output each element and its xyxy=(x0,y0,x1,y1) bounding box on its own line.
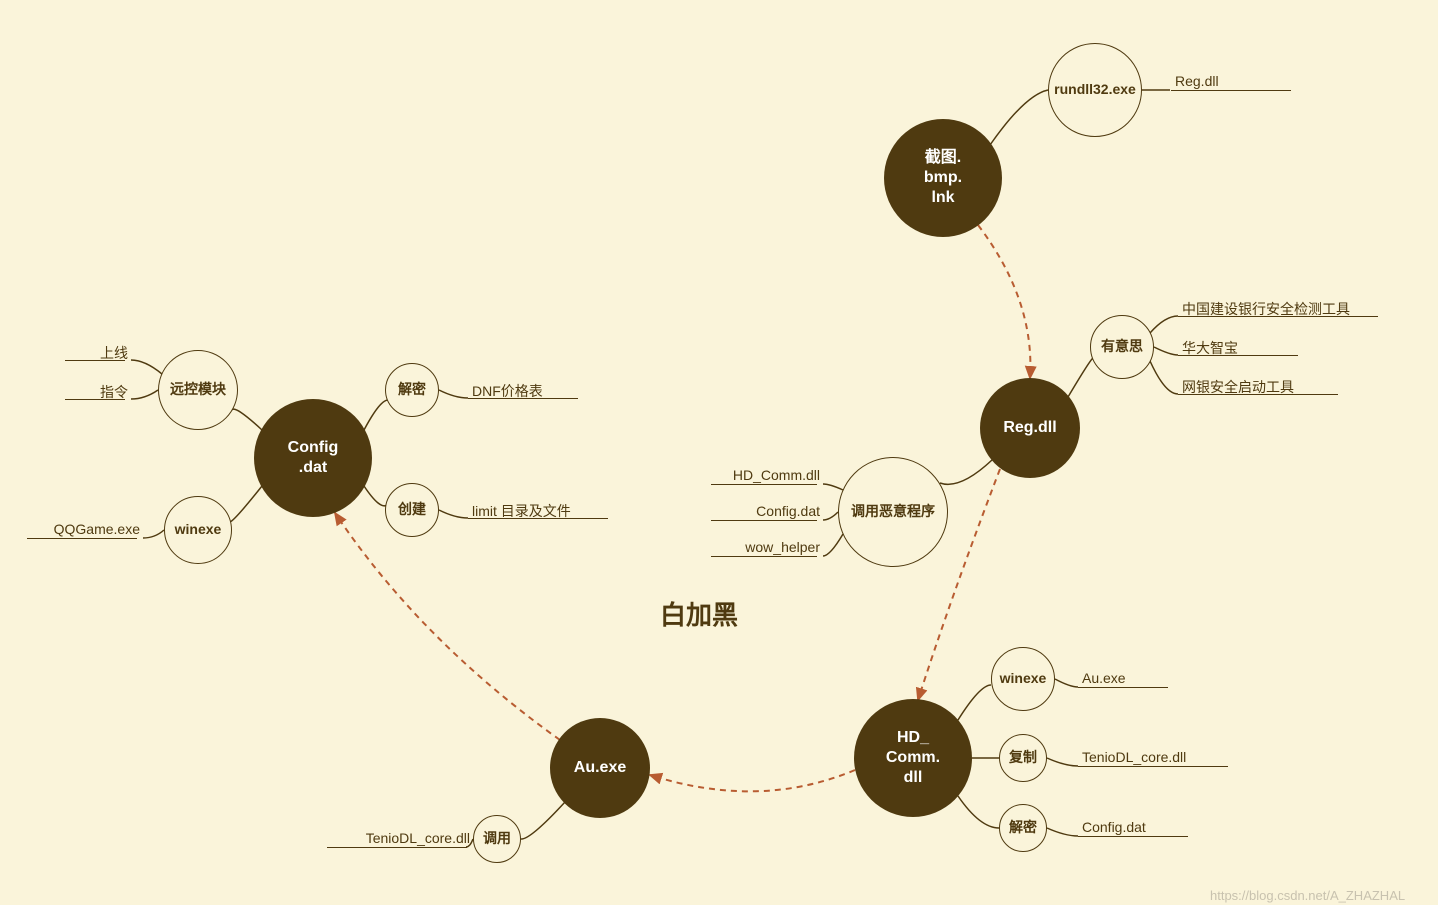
leaf-underline xyxy=(468,518,608,519)
connector xyxy=(439,390,468,398)
connector xyxy=(364,486,387,506)
node-rundll32[interactable]: rundll32.exe xyxy=(1048,43,1142,137)
node-youyisi[interactable]: 有意思 xyxy=(1090,315,1154,379)
connector xyxy=(940,460,992,484)
leaf-l_teniodl2: TenioDL_core.dll xyxy=(330,830,470,846)
leaf-underline xyxy=(711,556,817,557)
watermark: https://blog.csdn.net/A_ZHAZHAL xyxy=(1210,888,1405,903)
leaf-l_auexe: Au.exe xyxy=(1082,670,1126,686)
leaf-l_configdat: Config.dat xyxy=(714,503,820,519)
connector xyxy=(1047,758,1078,766)
node-label: 解密 xyxy=(1009,819,1037,837)
node-hdcomm[interactable]: HD_ Comm. dll xyxy=(854,699,972,817)
node-label: 远控模块 xyxy=(170,381,226,399)
connector xyxy=(958,685,991,720)
node-label: 解密 xyxy=(398,381,426,399)
node-label: HD_ Comm. dll xyxy=(886,728,940,788)
connector xyxy=(439,510,468,518)
connector xyxy=(1150,361,1178,394)
connector xyxy=(990,90,1048,145)
connector xyxy=(823,534,843,556)
connector xyxy=(131,360,162,374)
node-regdll[interactable]: Reg.dll xyxy=(980,378,1080,478)
node-label: winexe xyxy=(175,521,222,539)
leaf-l_wowhelper: wow_helper xyxy=(714,539,820,555)
connector xyxy=(521,802,565,839)
flow-arrow xyxy=(978,225,1030,378)
connector xyxy=(823,512,838,520)
leaf-underline xyxy=(27,538,137,539)
node-fuzhi[interactable]: 复制 xyxy=(999,734,1047,782)
leaf-underline xyxy=(1078,766,1228,767)
leaf-underline xyxy=(468,398,578,399)
connector xyxy=(131,390,158,399)
connector xyxy=(1068,358,1093,397)
node-label: 截图. bmp. lnk xyxy=(924,148,962,208)
connector xyxy=(823,484,843,490)
connector xyxy=(1150,316,1178,333)
node-chuangjian[interactable]: 创建 xyxy=(385,483,439,537)
leaf-l_teniodl1: TenioDL_core.dll xyxy=(1082,749,1186,765)
leaf-l_configdat2: Config.dat xyxy=(1082,819,1146,835)
node-diaoyong[interactable]: 调用 xyxy=(473,815,521,863)
leaf-underline xyxy=(1078,687,1168,688)
node-winexe_hd[interactable]: winexe xyxy=(991,647,1055,711)
node-label: Au.exe xyxy=(574,758,626,778)
node-jiemi_c[interactable]: 解密 xyxy=(385,363,439,417)
node-yuankong[interactable]: 远控模块 xyxy=(158,350,238,430)
connector xyxy=(143,530,164,538)
connector xyxy=(1154,347,1178,355)
connector xyxy=(1047,828,1078,836)
node-label: 调用 xyxy=(483,830,511,848)
connector xyxy=(232,409,262,430)
leaf-underline xyxy=(1178,394,1338,395)
node-label: Config .dat xyxy=(288,438,339,478)
leaf-underline xyxy=(1178,355,1298,356)
node-jiemi_hd[interactable]: 解密 xyxy=(999,804,1047,852)
center-title: 白加黑 xyxy=(660,595,738,632)
leaf-underline xyxy=(1078,836,1188,837)
connector xyxy=(364,400,388,430)
leaf-underline xyxy=(65,399,125,400)
node-label: 调用恶意程序 xyxy=(851,503,935,521)
connector xyxy=(230,486,262,522)
node-label: winexe xyxy=(1000,670,1047,688)
node-label: 有意思 xyxy=(1101,338,1143,356)
leaf-underline xyxy=(1178,316,1378,317)
leaf-l_hdcommdll: HD_Comm.dll xyxy=(714,467,820,483)
connector xyxy=(1055,679,1078,687)
leaf-underline xyxy=(1171,90,1291,91)
leaf-l_qqgame: QQGame.exe xyxy=(30,521,140,537)
node-label: 复制 xyxy=(1009,749,1037,767)
flow-arrow xyxy=(650,770,855,791)
flow-arrow xyxy=(335,513,560,740)
node-auexe[interactable]: Au.exe xyxy=(550,718,650,818)
leaf-underline xyxy=(327,847,467,848)
connector xyxy=(958,796,999,828)
leaf-l_regdll: Reg.dll xyxy=(1175,73,1219,89)
node-winexe_c[interactable]: winexe xyxy=(164,496,232,564)
node-label: rundll32.exe xyxy=(1054,81,1136,99)
node-label: 创建 xyxy=(398,501,426,519)
leaf-underline xyxy=(65,360,125,361)
node-jietu[interactable]: 截图. bmp. lnk xyxy=(884,119,1002,237)
node-config[interactable]: Config .dat xyxy=(254,399,372,517)
leaf-underline xyxy=(711,484,817,485)
connectors-layer xyxy=(0,0,1438,905)
node-label: Reg.dll xyxy=(1003,418,1056,438)
leaf-underline xyxy=(711,520,817,521)
node-diaoyongey[interactable]: 调用恶意程序 xyxy=(838,457,948,567)
